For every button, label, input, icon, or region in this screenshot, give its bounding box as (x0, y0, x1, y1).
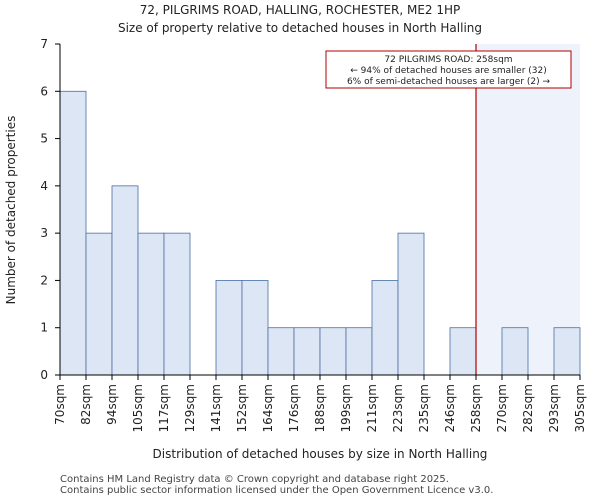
annotation-line: ← 94% of detached houses are smaller (32… (350, 66, 547, 76)
bar-117sqm (163, 232, 191, 376)
bar-176sqm (293, 327, 321, 376)
x-tick-label: 258sqm (469, 384, 483, 432)
annotation-line: 6% of semi-detached houses are larger (2… (347, 77, 551, 87)
highlight-region (476, 44, 580, 375)
x-tick-label: 94sqm (105, 384, 119, 425)
annotation-line: 72 PILGRIMS ROAD: 258sqm (384, 55, 512, 65)
bar-293sqm (553, 327, 581, 376)
bar-199sqm (345, 327, 373, 376)
x-tick-label: 176sqm (287, 384, 301, 432)
x-tick-label: 70sqm (53, 384, 67, 425)
x-tick-label: 105sqm (131, 384, 145, 432)
x-tick-label: 199sqm (339, 384, 353, 432)
x-tick-label: 152sqm (235, 384, 249, 432)
x-tick-label: 82sqm (79, 384, 93, 425)
x-tick-label: 270sqm (495, 384, 509, 432)
x-tick-label: 129sqm (183, 384, 197, 432)
x-tick-label: 293sqm (547, 384, 561, 432)
footer-line-2: Contains public sector information licen… (60, 485, 494, 496)
footer-line-1: Contains HM Land Registry data © Crown c… (60, 474, 449, 485)
y-tick-label: 7 (40, 37, 48, 51)
y-tick-label: 0 (40, 368, 48, 382)
y-tick-label: 2 (40, 273, 48, 287)
annotation-box (325, 50, 572, 89)
bar-211sqm (371, 280, 399, 376)
y-tick-label: 6 (40, 84, 48, 98)
y-axis-label: Number of detached properties (4, 116, 18, 305)
bar-152sqm (241, 280, 269, 376)
y-tick-label: 3 (40, 226, 48, 240)
chart-title: 72, PILGRIMS ROAD, HALLING, ROCHESTER, M… (140, 3, 461, 17)
x-tick-label: 188sqm (313, 384, 327, 432)
x-tick-label: 305sqm (573, 384, 587, 432)
bar-188sqm (319, 327, 347, 376)
bar-164sqm (267, 327, 295, 376)
x-tick-label: 141sqm (209, 384, 223, 432)
y-tick-label: 4 (40, 179, 48, 193)
x-tick-label: 211sqm (365, 384, 379, 432)
bar-82sqm (85, 232, 113, 376)
x-tick-label: 282sqm (521, 384, 535, 432)
bar-141sqm (215, 280, 243, 376)
x-tick-label: 164sqm (261, 384, 275, 432)
x-tick-label: 117sqm (157, 384, 171, 432)
x-tick-label: 246sqm (443, 384, 457, 432)
bar-105sqm (137, 232, 165, 376)
bar-94sqm (111, 185, 139, 376)
bar-270sqm (501, 327, 529, 376)
x-tick-label: 235sqm (417, 384, 431, 432)
y-tick-label: 1 (40, 321, 48, 335)
x-tick-label: 223sqm (391, 384, 405, 432)
bar-246sqm (449, 327, 477, 376)
bar-70sqm (59, 90, 87, 376)
y-tick-label: 5 (40, 132, 48, 146)
x-axis-label: Distribution of detached houses by size … (153, 447, 488, 461)
chart-subtitle: Size of property relative to detached ho… (118, 21, 482, 35)
bar-223sqm (397, 232, 425, 376)
